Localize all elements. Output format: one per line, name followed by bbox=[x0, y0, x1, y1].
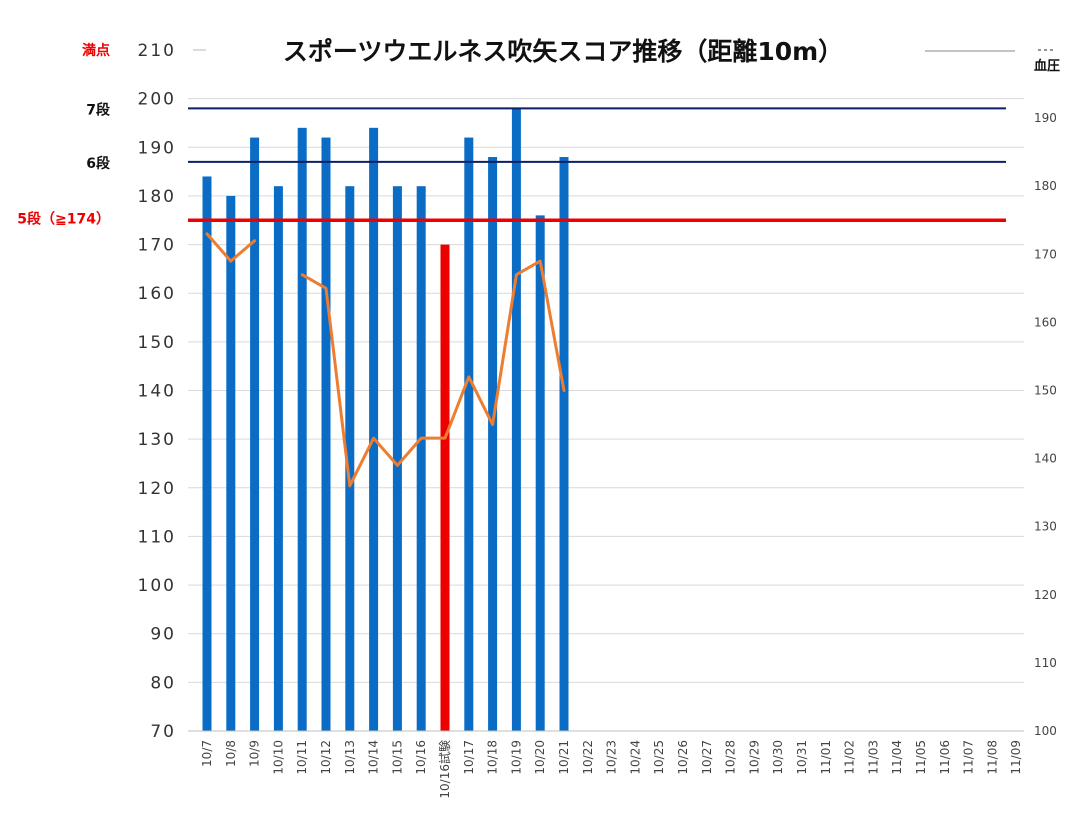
x-axis-tick-label: 10/28 bbox=[724, 740, 738, 775]
x-axis-tick-label: 11/03 bbox=[866, 740, 880, 775]
bar bbox=[488, 157, 498, 731]
x-axis-tick-label: 10/10 bbox=[271, 740, 285, 775]
left-axis-tick-label: 170 bbox=[138, 236, 176, 256]
chart-title: スポーツウエルネス吹矢スコア推移（距離10m） bbox=[283, 37, 843, 66]
bar-highlight bbox=[440, 244, 450, 732]
left-axis-tick-label: 210 bbox=[138, 41, 176, 61]
right-axis-tick-label: 110 bbox=[1034, 656, 1057, 670]
left-axis-tick-label: 80 bbox=[150, 673, 176, 693]
right-axis-tick-label: 150 bbox=[1034, 384, 1057, 398]
x-axis-tick-label: 11/05 bbox=[914, 740, 928, 775]
right-axis-tick-label: 130 bbox=[1034, 520, 1057, 534]
reference-label: 6段 bbox=[86, 155, 110, 172]
right-axis-tick-label: 140 bbox=[1034, 452, 1057, 466]
x-axis-tick-label: 10/30 bbox=[771, 740, 785, 775]
x-axis-tick-label: 11/02 bbox=[843, 740, 857, 775]
x-axis-tick-label: 10/19 bbox=[509, 740, 523, 775]
x-axis-tick-label: 10/11 bbox=[295, 740, 309, 775]
x-axis-tick-label: 10/20 bbox=[533, 740, 547, 775]
bar bbox=[273, 186, 283, 731]
x-axis-tick-label: 10/8 bbox=[224, 740, 238, 767]
x-axis-tick-label: 10/31 bbox=[795, 740, 809, 775]
bar bbox=[202, 176, 212, 731]
bar bbox=[321, 137, 331, 732]
reference-label: 5段（≧174） bbox=[17, 210, 110, 227]
right-axis-tick-label: 120 bbox=[1034, 588, 1057, 602]
right-axis-tick-label: 170 bbox=[1034, 247, 1057, 261]
x-axis-tick-label: 11/08 bbox=[985, 740, 999, 775]
x-axis-tick-label: 11/06 bbox=[938, 740, 952, 775]
axes: 70 80 90 100 110 120 130 140 150 160 170 180 190 200 2… bbox=[138, 41, 1057, 799]
x-axis-tick-label: 10/24 bbox=[628, 740, 642, 775]
left-axis-tick-label: 100 bbox=[138, 576, 176, 596]
bar bbox=[297, 127, 307, 732]
bar bbox=[416, 186, 426, 731]
right-axis-tick-label: 190 bbox=[1034, 111, 1057, 125]
bar bbox=[511, 108, 521, 731]
x-axis-tick-label: 10/17 bbox=[462, 740, 476, 775]
x-axis-tick-label: 10/27 bbox=[700, 740, 714, 775]
x-axis-tick-label: 10/15 bbox=[390, 740, 404, 775]
bar bbox=[250, 137, 260, 732]
bar bbox=[226, 195, 236, 731]
x-axis-tick-label: 10/25 bbox=[652, 740, 666, 775]
x-axis-tick-label: 10/21 bbox=[557, 740, 571, 775]
x-axis-tick-label: 11/07 bbox=[962, 740, 976, 775]
x-axis-tick-label: 10/26 bbox=[676, 740, 690, 775]
reference-label: 満点 bbox=[82, 42, 110, 59]
x-axis-tick-label: 10/18 bbox=[486, 740, 500, 775]
x-axis-tick-label: 10/22 bbox=[581, 740, 595, 775]
x-axis-tick-label: 10/16試験 bbox=[437, 740, 452, 799]
right-axis-tick-label: 100 bbox=[1034, 724, 1057, 738]
bar bbox=[345, 186, 355, 731]
left-axis-tick-label: 200 bbox=[138, 90, 176, 110]
x-axis-tick-label: 10/12 bbox=[319, 740, 333, 775]
left-axis-tick-label: 160 bbox=[138, 284, 176, 304]
left-axis-tick-label: 120 bbox=[138, 479, 176, 499]
bar bbox=[559, 157, 569, 731]
x-axis-tick-label: 10/29 bbox=[747, 740, 761, 775]
bar bbox=[392, 186, 402, 731]
x-axis-tick-label: 11/04 bbox=[890, 740, 904, 775]
left-axis-tick-label: 150 bbox=[138, 333, 176, 353]
x-axis-tick-label: 10/9 bbox=[248, 740, 262, 767]
right-axis-tick-label: 160 bbox=[1034, 315, 1057, 329]
reference-lines: 満点 7段 6段 5段（≧174） bbox=[17, 42, 1006, 227]
right-axis-label: 血圧 bbox=[1034, 58, 1060, 74]
left-axis-tick-label: 70 bbox=[150, 722, 176, 742]
x-axis-tick-label: 10/14 bbox=[367, 740, 381, 775]
blood-pressure-series bbox=[205, 232, 566, 488]
bp-line-segment bbox=[300, 259, 566, 488]
left-axis-tick-label: 110 bbox=[138, 527, 176, 547]
bar bbox=[535, 215, 545, 731]
reference-label: 7段 bbox=[86, 101, 110, 118]
bar-series bbox=[202, 108, 569, 732]
left-axis-tick-label: 140 bbox=[138, 382, 176, 402]
left-axis-tick-label: 190 bbox=[138, 138, 176, 158]
left-axis-tick-label: 90 bbox=[150, 625, 176, 645]
bar bbox=[369, 127, 379, 732]
left-axis-tick-label: 180 bbox=[138, 187, 176, 207]
left-axis-tick-label: 130 bbox=[138, 430, 176, 450]
x-axis-tick-label: 10/13 bbox=[343, 740, 357, 775]
x-axis-tick-label: 10/23 bbox=[605, 740, 619, 775]
x-axis-tick-label: 10/7 bbox=[200, 740, 214, 767]
x-axis-tick-label: 10/16 bbox=[414, 740, 428, 775]
bar bbox=[464, 137, 474, 732]
right-axis-tick-label: 180 bbox=[1034, 179, 1057, 193]
x-axis-tick-label: 11/01 bbox=[819, 740, 833, 775]
x-axis-tick-label: 11/09 bbox=[1009, 740, 1023, 775]
